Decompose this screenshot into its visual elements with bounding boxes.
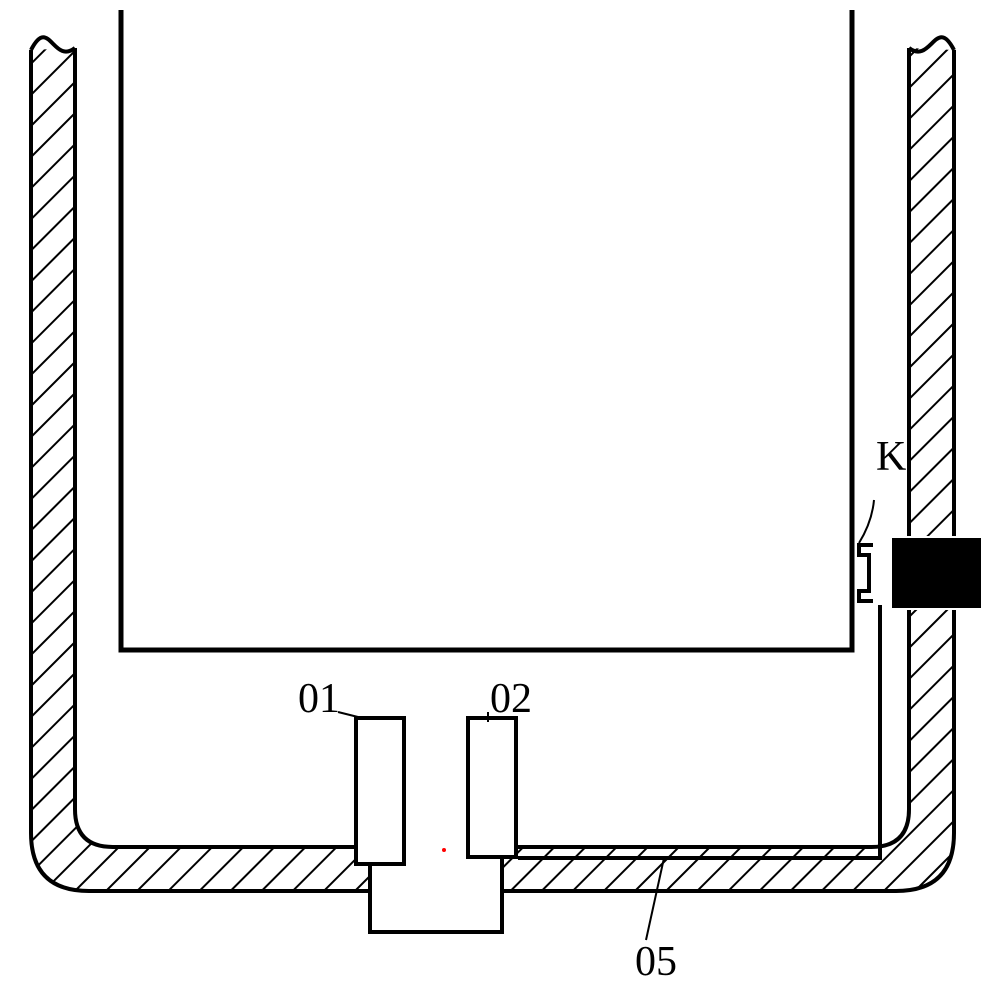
- wire-05: [518, 605, 880, 858]
- label-K: K: [876, 434, 906, 480]
- cross-section-diagram: K 01 02 05: [0, 0, 985, 1000]
- label-02: 02: [490, 676, 532, 722]
- black-component: [892, 538, 981, 608]
- inner-vessel: [121, 10, 852, 650]
- left-pipe: [356, 718, 404, 864]
- leader-K: [859, 500, 874, 543]
- right-pipe: [468, 718, 516, 857]
- red-dot: [442, 848, 446, 852]
- leader-01: [338, 712, 362, 718]
- connector-bracket-K: [859, 545, 873, 601]
- label-05: 05: [635, 939, 677, 985]
- label-01: 01: [298, 676, 340, 722]
